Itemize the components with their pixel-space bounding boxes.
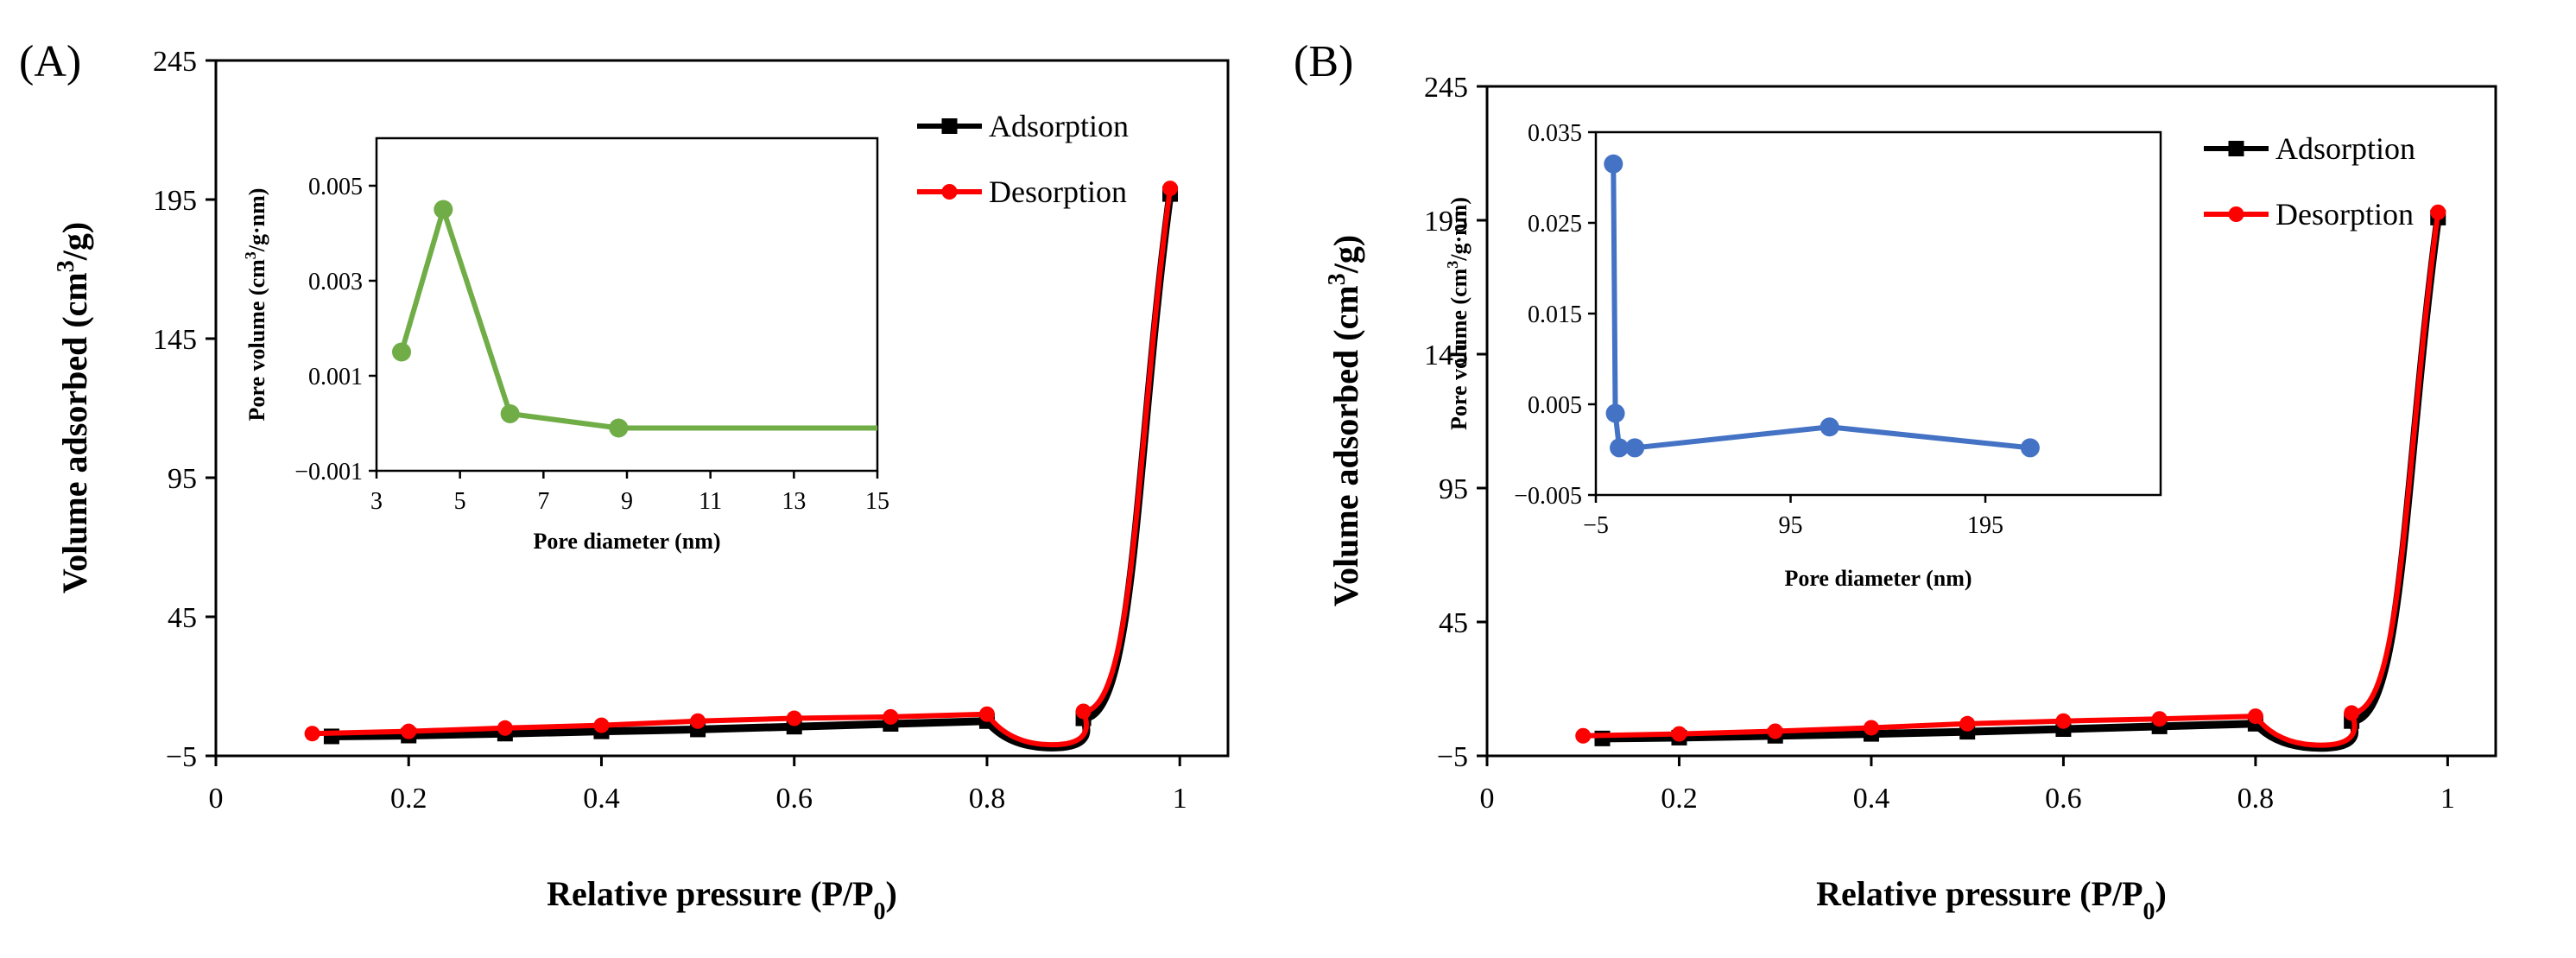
x-tick-label: 0.6 <box>2045 783 2082 815</box>
y-tick-label: 245 <box>1424 72 1468 104</box>
panel-label: (B) <box>1294 37 1353 86</box>
x-tick-label: 0.4 <box>1853 783 1890 815</box>
inset-y-tick-label: −0.005 <box>1514 483 1582 510</box>
inset-y-tick-label: 0.001 <box>308 364 363 390</box>
data-point-desorption <box>2344 705 2360 721</box>
y-tick-label: 95 <box>1439 473 1468 505</box>
inset-data-point <box>2020 438 2040 458</box>
legend-marker <box>2228 206 2244 222</box>
x-tick-label: 0 <box>1480 783 1495 815</box>
inset-y-tick-label: 0.003 <box>308 269 363 295</box>
data-point-desorption <box>2151 711 2168 727</box>
chart-panel-a: (A)0 0.2 0.4 0.6 0.8 1−54595145195245Relative… <box>19 37 1230 925</box>
inset-data-point <box>1605 403 1625 423</box>
inset-y-tick-label: 0.005 <box>1528 392 1582 419</box>
data-point-desorption <box>1162 181 1179 197</box>
inset-data-point <box>1820 417 1839 437</box>
y-tick-label: −5 <box>1437 741 1468 773</box>
inset-data-point <box>500 404 520 423</box>
plot-frame <box>214 59 1230 758</box>
x-tick-label: 0.2 <box>390 783 427 815</box>
legend-marker <box>941 118 958 134</box>
x-tick-label: 0.8 <box>2237 783 2275 815</box>
y-axis-title: Volume adsorbed (cm3/g) <box>1324 235 1366 606</box>
y-tick-label: 195 <box>153 185 197 217</box>
y-tick-label: −5 <box>166 741 197 773</box>
inset-x-tick-label: 7 <box>537 488 549 515</box>
legend-marker <box>941 184 958 200</box>
inset-data-point <box>434 200 453 219</box>
x-tick-label: 0.6 <box>775 783 813 815</box>
y-tick-label: 95 <box>168 463 197 495</box>
data-point-desorption <box>1959 715 1976 732</box>
x-tick-label: 0.4 <box>583 783 620 815</box>
x-tick-label: 0.2 <box>1661 783 1698 815</box>
inset-x-tick-label: 15 <box>865 488 889 515</box>
inset-y-tick-label: 0.025 <box>1528 211 1582 238</box>
inset-y-axis-title: Pore volume (cm3/g·nm) <box>242 188 269 422</box>
data-point-desorption <box>690 713 706 729</box>
x-tick-label: 1 <box>1173 783 1187 815</box>
inset-data-point <box>1625 438 1645 458</box>
y-tick-label: 45 <box>168 602 197 634</box>
inset-x-tick-label: 3 <box>370 488 383 515</box>
inset-x-tick-label: 195 <box>1967 512 2003 539</box>
inset-y-tick-label: −0.001 <box>294 459 363 485</box>
data-point-desorption <box>304 726 320 742</box>
data-point-desorption <box>401 723 417 739</box>
data-point-desorption <box>1767 723 1783 739</box>
data-point-desorption <box>1575 727 1592 744</box>
y-tick-label: 145 <box>1424 339 1468 371</box>
inset-y-axis-title: Pore volume (cm3/g·nm) <box>1444 197 1472 430</box>
inset-y-tick-label: 0.015 <box>1528 301 1582 328</box>
inset-y-tick-label: 0.035 <box>1528 120 1582 147</box>
data-point-desorption <box>978 706 995 722</box>
x-tick-label: 1 <box>2440 783 2455 815</box>
y-axis-title: Volume adsorbed (cm3/g) <box>53 222 95 593</box>
inset-x-tick-label: 5 <box>454 488 466 515</box>
inset-data-point <box>609 418 629 438</box>
inset-x-tick-label: 13 <box>782 488 806 515</box>
inset-x-tick-label: 9 <box>621 488 633 515</box>
legend-label: Desorption <box>2275 197 2414 232</box>
legend-label: Adsorption <box>989 109 1129 143</box>
data-point-desorption <box>2430 204 2446 220</box>
data-point-desorption <box>593 717 610 733</box>
x-tick-label: 0 <box>209 783 224 815</box>
data-point-desorption <box>1863 720 1879 736</box>
legend-label: Adsorption <box>2275 131 2415 166</box>
chart-panel-b: (B) 0 0.2 0.4 0.6 0.8 1 −5 45 95 145 195 245 Relative… <box>1294 37 2497 925</box>
inset-y-tick-label: 0.005 <box>308 174 363 200</box>
y-tick-label: 145 <box>153 324 197 356</box>
inset-frame <box>375 136 879 473</box>
data-point-desorption <box>2055 713 2072 729</box>
x-axis-title: Relative pressure (P/P0) <box>547 874 897 925</box>
inset-x-axis-title: Pore diameter (nm) <box>1784 566 1972 591</box>
data-point-desorption <box>2247 708 2263 725</box>
inset-data-point <box>1610 438 1630 458</box>
x-axis-title: Relative pressure (P/P0) <box>1816 874 2167 925</box>
y-tick-label: 195 <box>1424 206 1468 238</box>
data-point-desorption <box>1075 703 1092 720</box>
legend-label: Desorption <box>989 174 1127 209</box>
inset-data-point <box>1604 154 1623 174</box>
inset-x-tick-label: −5 <box>1583 512 1609 539</box>
inset-x-axis-title: Pore diameter (nm) <box>533 529 720 554</box>
inset-chart: 3 5 7 9 11 13 15 −0.001 0.001 0.003 0.005 Pore diam… <box>242 136 889 554</box>
legend-marker <box>2228 141 2244 156</box>
y-tick-label: 45 <box>1439 607 1468 639</box>
data-point-desorption <box>883 708 899 725</box>
x-tick-label: 0.8 <box>969 783 1006 815</box>
y-tick-label: 245 <box>153 46 197 78</box>
panel-label: (A) <box>19 37 81 86</box>
data-point-desorption <box>1671 726 1687 742</box>
inset-x-tick-label: 11 <box>699 488 722 515</box>
plot-frame <box>1485 85 2497 758</box>
data-point-desorption <box>497 720 513 736</box>
inset-x-tick-label: 95 <box>1779 512 1803 539</box>
inset-chart: −5 95 195 −0.005 0.005 0.015 0.025 0.035 Pore di… <box>1444 120 2162 591</box>
inset-data-point <box>392 342 411 362</box>
data-point-desorption <box>786 710 802 726</box>
